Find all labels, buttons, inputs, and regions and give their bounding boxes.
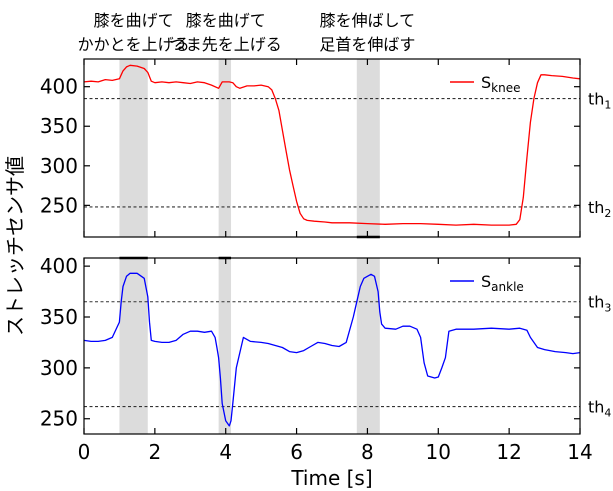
threshold-label-sub: 4 [604, 407, 611, 420]
shaded-interval [119, 59, 148, 237]
y-tick-label: 350 [40, 114, 78, 138]
series-lines [83, 64, 581, 427]
axes-frame-ankle [83, 257, 581, 435]
x-tick-label: 14 [567, 440, 592, 464]
y-tick-label: 400 [40, 254, 78, 278]
threshold-label-sub: 1 [604, 99, 611, 112]
y-tick-label: 400 [40, 75, 78, 99]
shaded-interval [119, 258, 148, 434]
annotation-label: かかとを上げる [78, 35, 190, 54]
legend-label-ankle: Sankle [481, 272, 524, 294]
x-axis-title: Time [s] [290, 466, 372, 490]
shaded-interval [356, 59, 380, 237]
x-tick-label: 8 [361, 440, 374, 464]
y-tick-label: 300 [40, 356, 78, 380]
y-axis-title: ストレッチセンサ値 [3, 156, 27, 336]
axis-ticks [83, 59, 581, 434]
annotation-label: 膝を曲げて [186, 11, 266, 30]
shaded-interval [218, 258, 232, 434]
legend-label-knee: Sknee [481, 73, 520, 95]
threshold-label-sub: 3 [604, 302, 611, 315]
y-tick-label: 300 [40, 154, 78, 178]
threshold-label: th3 [588, 293, 611, 315]
x-tick-label: 2 [148, 440, 161, 464]
legend-label-sub: knee [491, 81, 520, 95]
threshold-label: th4 [588, 398, 611, 420]
series-line-ankle [83, 272, 581, 427]
legend-label-sub: ankle [491, 280, 524, 294]
x-tick-label: 4 [219, 440, 232, 464]
annotation-label: 膝を伸ばして [320, 11, 416, 30]
shaded-intervals [119, 59, 380, 434]
x-tick-label: 12 [496, 440, 521, 464]
threshold-lines [84, 98, 580, 408]
threshold-label-sub: 2 [604, 207, 611, 220]
threshold-label: th2 [588, 198, 611, 220]
axes-frame-knee [83, 58, 581, 238]
axes-frames [83, 58, 581, 435]
x-tick-label: 6 [290, 440, 303, 464]
y-tick-label: 250 [40, 193, 78, 217]
y-tick-label: 250 [40, 407, 78, 431]
shaded-interval [356, 258, 380, 434]
y-tick-label: 350 [40, 305, 78, 329]
series-line-knee [83, 64, 581, 226]
annotation-label: つま先を上げる [170, 35, 282, 54]
shaded-interval [218, 59, 232, 237]
annotation-label: 足首を伸ばす [319, 35, 415, 54]
threshold-label: th1 [588, 90, 611, 112]
x-tick-label: 0 [78, 440, 91, 464]
annotation-label: 膝を曲げて [94, 11, 174, 30]
x-tick-label: 10 [426, 440, 451, 464]
